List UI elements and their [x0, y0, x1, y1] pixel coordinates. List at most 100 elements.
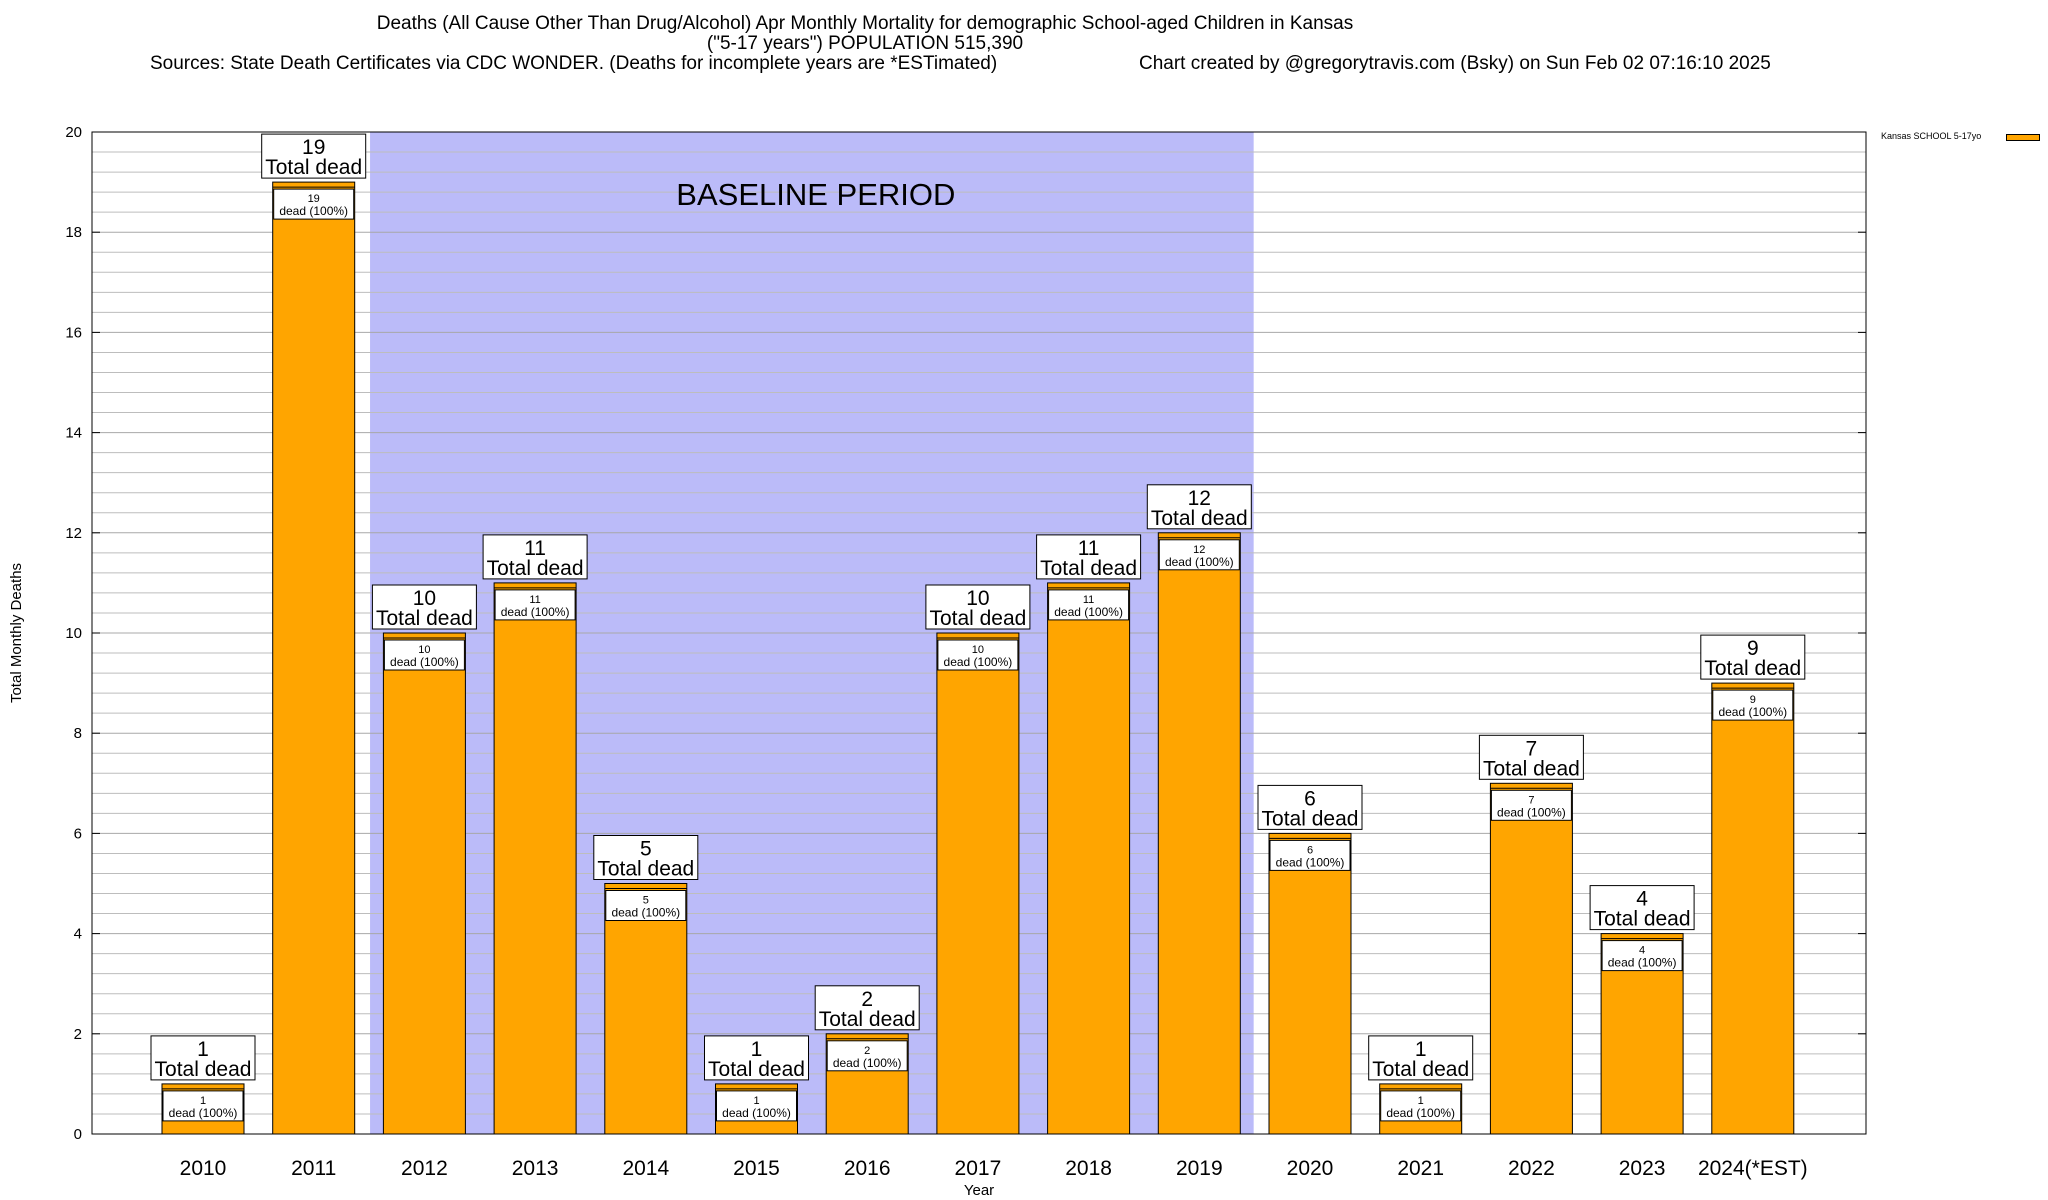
total-label-text: Total dead: [1704, 657, 1801, 680]
inner-label-box: [826, 1040, 908, 1072]
total-label-box: [261, 133, 367, 179]
total-label-value: 10: [413, 587, 436, 610]
y-tick-label: 2: [74, 1026, 82, 1043]
inner-label-box: [1490, 789, 1572, 821]
total-label-text: Total dead: [155, 1058, 252, 1081]
plot-frame: [91, 131, 1867, 1135]
x-tick-label-2012: 2012: [401, 1157, 448, 1180]
inner-label-box: [605, 890, 687, 921]
bar-2017: [936, 632, 1020, 1135]
x-tick-label-2017: 2017: [955, 1157, 1002, 1180]
bar-2020: [1268, 832, 1352, 1135]
baseline-label: BASELINE PERIOD: [676, 177, 955, 212]
total-label-box: [482, 534, 588, 580]
inner-label-box: [716, 1090, 797, 1122]
total-label-text: Total dead: [1151, 507, 1248, 530]
inner-label-text: dead (100%): [944, 655, 1013, 669]
y-tick-label: 8: [74, 725, 82, 742]
total-label-value: 1: [751, 1038, 763, 1061]
inner-label-value: 10: [418, 644, 430, 656]
y-tick-label: 6: [74, 825, 82, 842]
total-label-text: Total dead: [819, 1008, 916, 1031]
x-tick-label-2020: 2020: [1287, 1157, 1334, 1180]
chart-title: Deaths (All Cause Other Than Drug/Alcoho…: [376, 13, 1354, 34]
total-label-text: Total dead: [1372, 1058, 1469, 1081]
total-label-box: [371, 584, 477, 630]
total-label-value: 4: [1636, 888, 1648, 911]
y-tick-label: 18: [65, 224, 82, 241]
total-label-box: [593, 835, 699, 880]
inner-label-text: dead (100%): [1386, 1106, 1455, 1120]
inner-label-text: dead (100%): [1497, 805, 1566, 819]
total-label-value: 11: [524, 537, 546, 560]
x-tick-label-2022: 2022: [1508, 1157, 1555, 1180]
y-tick-label: 10: [65, 625, 82, 642]
inner-label-box: [162, 1090, 244, 1122]
x-tick-label-2024(*EST): 2024(*EST): [1698, 1157, 1808, 1180]
inner-label-value: 10: [972, 644, 984, 656]
total-label-value: 12: [1188, 487, 1211, 510]
total-label-box: [1589, 885, 1695, 931]
inner-label-value: 11: [1083, 594, 1094, 606]
inner-label-text: dead (100%): [1718, 705, 1787, 719]
total-label-value: 2: [861, 988, 873, 1011]
inner-label-box: [273, 188, 355, 220]
inner-label-text: dead (100%): [390, 655, 459, 669]
y-tick-label: 4: [74, 926, 82, 943]
inner-label-box: [1048, 589, 1130, 621]
inner-label-text: dead (100%): [279, 204, 348, 218]
total-label-box: [704, 1035, 809, 1081]
inner-label-value: 4: [1639, 945, 1645, 957]
bar-2019: [1157, 532, 1241, 1135]
total-label-value: 11: [1078, 537, 1100, 560]
chart-source: Sources: State Death Certificates via CD…: [150, 53, 998, 74]
total-label-text: Total dead: [376, 607, 473, 630]
x-tick-label-2021: 2021: [1397, 1157, 1444, 1180]
chart-credit: Chart created by @gregorytravis.com (Bsk…: [1139, 53, 1771, 74]
y-tick-label: 12: [65, 525, 82, 542]
total-label-box: [1700, 634, 1806, 680]
bar-2022: [1489, 782, 1573, 1135]
total-label-text: Total dead: [1483, 757, 1580, 780]
inner-label-box: [383, 639, 465, 671]
total-label-value: 1: [1415, 1038, 1427, 1061]
inner-label-box: [494, 589, 576, 621]
total-label-value: 10: [966, 587, 989, 610]
bar-2024(*EST): [1711, 682, 1795, 1135]
inner-label-box: [1269, 839, 1351, 871]
total-label-box: [1257, 784, 1363, 830]
inner-label-value: 12: [1193, 544, 1205, 556]
inner-label-value: 9: [1750, 694, 1756, 706]
y-axis-label: Total Monthly Deaths: [8, 563, 25, 703]
total-label-value: 6: [1304, 787, 1316, 810]
inner-label-text: dead (100%): [1054, 605, 1123, 619]
total-label-text: Total dead: [708, 1058, 805, 1081]
total-label-box: [1368, 1035, 1474, 1081]
bar-2014: [604, 883, 688, 1135]
inner-label-text: dead (100%): [611, 906, 680, 920]
inner-label-text: dead (100%): [169, 1106, 238, 1120]
inner-label-box: [1712, 689, 1794, 721]
total-label-value: 9: [1747, 637, 1759, 660]
total-label-text: Total dead: [1594, 908, 1691, 931]
x-tick-label-2015: 2015: [733, 1157, 780, 1180]
x-tick-label-2016: 2016: [844, 1157, 891, 1180]
total-label-box: [814, 985, 920, 1031]
inner-label-value: 1: [1418, 1095, 1424, 1107]
inner-label-box: [1601, 940, 1683, 972]
total-label-box: [925, 584, 1031, 630]
inner-label-value: 19: [308, 193, 320, 205]
inner-label-box: [1380, 1090, 1462, 1122]
bar-2012: [382, 632, 466, 1135]
total-label-value: 5: [640, 838, 652, 861]
bar-2011: [272, 181, 356, 1135]
chart-subtitle: ("5-17 years") POPULATION 515,390: [706, 33, 1024, 54]
inner-label-text: dead (100%): [1276, 855, 1345, 869]
total-label-box: [1036, 534, 1142, 580]
y-tick-label: 20: [65, 124, 82, 141]
total-label-value: 19: [302, 136, 325, 159]
total-label-text: Total dead: [1262, 807, 1359, 830]
total-label-text: Total dead: [597, 858, 694, 881]
total-label-text: Total dead: [929, 607, 1026, 630]
total-label-text: Total dead: [487, 557, 584, 580]
